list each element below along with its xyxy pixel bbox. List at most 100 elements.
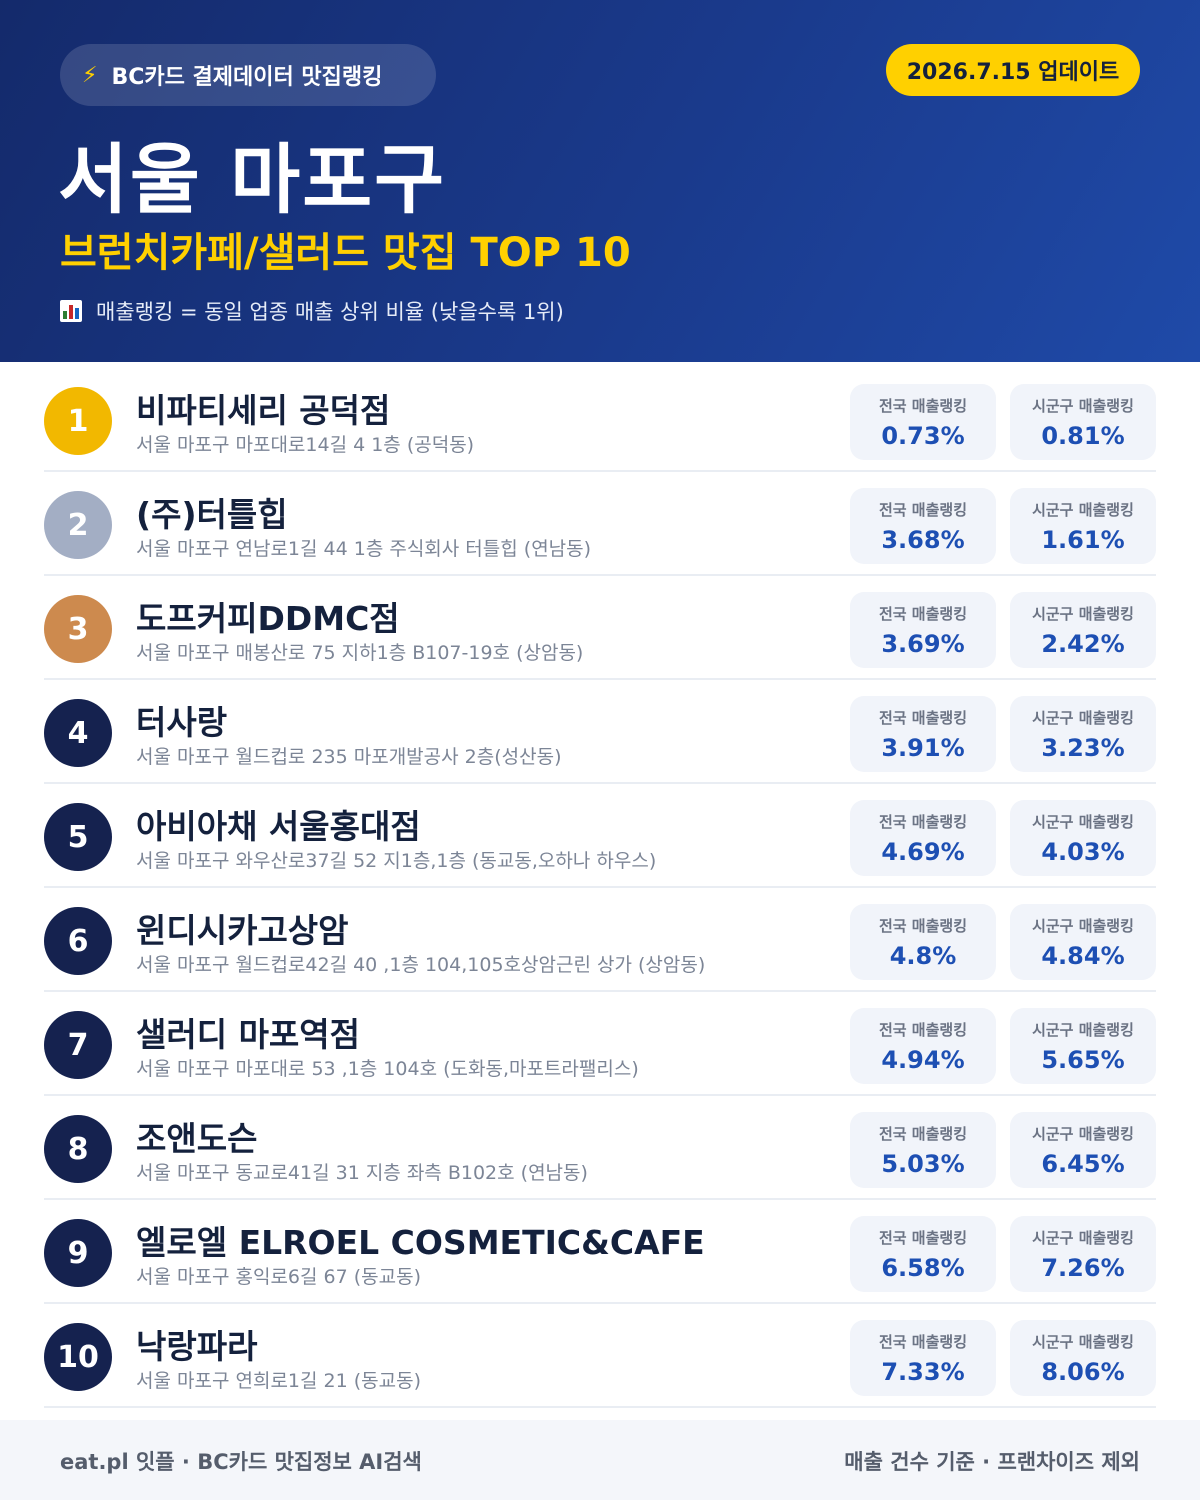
national-ranking-label: 전국 매출랭킹	[878, 500, 968, 519]
restaurant-address: 서울 마포구 연희로1길 21 (동교동)	[136, 1370, 422, 1392]
district-ranking-value: 5.65%	[1041, 1045, 1125, 1074]
national-ranking-box: 전국 매출랭킹 5.03%	[850, 1112, 996, 1188]
update-badge: 2026.7.15 업데이트	[886, 44, 1140, 96]
national-ranking-box: 전국 매출랭킹 3.68%	[850, 488, 996, 564]
rank-badge: 6	[44, 907, 112, 975]
district-ranking-label: 시군구 매출랭킹	[1032, 1332, 1134, 1351]
district-ranking-label: 시군구 매출랭킹	[1032, 396, 1134, 415]
restaurant-name: 조앤도슨	[136, 1119, 258, 1158]
national-ranking-value: 4.69%	[881, 837, 965, 866]
district-ranking-value: 0.81%	[1041, 421, 1125, 450]
restaurant-address: 서울 마포구 마포대로 53 ,1층 104호 (도화동,마포트라팰리스)	[136, 1058, 639, 1080]
national-ranking-value: 4.94%	[881, 1045, 965, 1074]
source-label: BC카드 결제데이터 맛집랭킹	[111, 65, 383, 90]
restaurant-name: 터사랑	[136, 703, 228, 742]
district-ranking-value: 1.61%	[1041, 525, 1125, 554]
district-ranking-box: 시군구 매출랭킹 0.81%	[1010, 384, 1156, 460]
national-ranking-value: 3.69%	[881, 629, 965, 658]
restaurant-address: 서울 마포구 연남로1길 44 1층 주식회사 터틀힙 (연남동)	[136, 538, 592, 560]
restaurant-address: 서울 마포구 와우산로37길 52 지1층,1층 (동교동,오하나 하우스)	[136, 850, 657, 872]
lightning-icon: ⚡	[82, 62, 98, 88]
national-ranking-value: 4.8%	[889, 941, 957, 970]
national-ranking-box: 전국 매출랭킹 3.69%	[850, 592, 996, 668]
national-ranking-value: 3.68%	[881, 525, 965, 554]
restaurant-name: 도프커피DDMC점	[136, 599, 400, 638]
restaurant-name: 아비아채 서울홍대점	[136, 807, 421, 846]
national-ranking-box: 전국 매출랭킹 3.91%	[850, 696, 996, 772]
list-item[interactable]: 1 비파티세리 공덕점 서울 마포구 마포대로14길 4 1층 (공덕동) 전국 매출…	[44, 368, 1156, 472]
national-ranking-value: 5.03%	[881, 1149, 965, 1178]
footer: eat.pl 잇플 · BC카드 맛집정보 AI검색 매출 건수 기준 · 프랜…	[0, 1420, 1200, 1500]
footer-criteria: 매출 건수 기준 · 프랜차이즈 제외	[844, 1450, 1140, 1474]
national-ranking-value: 0.73%	[881, 421, 965, 450]
district-ranking-box: 시군구 매출랭킹 4.84%	[1010, 904, 1156, 980]
rank-badge: 4	[44, 699, 112, 767]
district-ranking-box: 시군구 매출랭킹 8.06%	[1010, 1320, 1156, 1396]
national-ranking-box: 전국 매출랭킹 4.69%	[850, 800, 996, 876]
rank-badge: 9	[44, 1219, 112, 1287]
national-ranking-label: 전국 매출랭킹	[878, 1124, 968, 1143]
header-banner: ⚡ BC카드 결제데이터 맛집랭킹 2026.7.15 업데이트 서울 마포구 …	[0, 0, 1200, 362]
district-ranking-value: 4.03%	[1041, 837, 1125, 866]
restaurant-name: 엘로엘 ELROEL COSMETIC&CAFE	[136, 1223, 705, 1262]
district-ranking-box: 시군구 매출랭킹 6.45%	[1010, 1112, 1156, 1188]
district-ranking-box: 시군구 매출랭킹 5.65%	[1010, 1008, 1156, 1084]
district-ranking-value: 3.23%	[1041, 733, 1125, 762]
district-ranking-box: 시군구 매출랭킹 7.26%	[1010, 1216, 1156, 1292]
national-ranking-label: 전국 매출랭킹	[878, 812, 968, 831]
restaurant-address: 서울 마포구 홍익로6길 67 (동교동)	[136, 1266, 422, 1288]
source-badge: ⚡ BC카드 결제데이터 맛집랭킹	[60, 44, 436, 106]
rank-badge: 10	[44, 1323, 112, 1391]
page-subtitle: 브런치카페/샐러드 맛집 TOP 10	[60, 230, 631, 276]
national-ranking-box: 전국 매출랭킹 6.58%	[850, 1216, 996, 1292]
restaurant-name: 샐러디 마포역점	[136, 1015, 361, 1054]
restaurant-name: 윈디시카고상암	[136, 911, 349, 950]
district-ranking-value: 2.42%	[1041, 629, 1125, 658]
district-ranking-label: 시군구 매출랭킹	[1032, 916, 1134, 935]
national-ranking-box: 전국 매출랭킹 4.94%	[850, 1008, 996, 1084]
footer-source: eat.pl 잇플 · BC카드 맛집정보 AI검색	[60, 1450, 422, 1474]
national-ranking-label: 전국 매출랭킹	[878, 604, 968, 623]
national-ranking-box: 전국 매출랭킹 4.8%	[850, 904, 996, 980]
district-ranking-label: 시군구 매출랭킹	[1032, 500, 1134, 519]
district-ranking-value: 6.45%	[1041, 1149, 1125, 1178]
district-ranking-box: 시군구 매출랭킹 3.23%	[1010, 696, 1156, 772]
restaurant-address: 서울 마포구 월드컵로 235 마포개발공사 2층(성산동)	[136, 746, 562, 768]
national-ranking-label: 전국 매출랭킹	[878, 916, 968, 935]
district-ranking-label: 시군구 매출랭킹	[1032, 1124, 1134, 1143]
district-ranking-label: 시군구 매출랭킹	[1032, 708, 1134, 727]
district-ranking-box: 시군구 매출랭킹 1.61%	[1010, 488, 1156, 564]
list-item[interactable]: 10 낙랑파라 서울 마포구 연희로1길 21 (동교동) 전국 매출랭킹 7.33% 시…	[44, 1304, 1156, 1408]
district-ranking-label: 시군구 매출랭킹	[1032, 1020, 1134, 1039]
national-ranking-value: 7.33%	[881, 1357, 965, 1386]
page-title: 서울 마포구	[58, 135, 447, 224]
restaurant-address: 서울 마포구 동교로41길 31 지층 좌측 B102호 (연남동)	[136, 1162, 588, 1184]
rank-badge: 7	[44, 1011, 112, 1079]
district-ranking-box: 시군구 매출랭킹 4.03%	[1010, 800, 1156, 876]
district-ranking-value: 4.84%	[1041, 941, 1125, 970]
restaurant-name: (주)터틀힙	[136, 495, 288, 534]
district-ranking-box: 시군구 매출랭킹 2.42%	[1010, 592, 1156, 668]
restaurant-address: 서울 마포구 월드컵로42길 40 ,1층 104,105호상암근린 상가 (상…	[136, 954, 706, 976]
ranking-note: 매출랭킹 = 동일 업종 매출 상위 비율 (낮을수록 1위)	[60, 296, 564, 326]
ranking-list: 1 비파티세리 공덕점 서울 마포구 마포대로14길 4 1층 (공덕동) 전국 매출…	[44, 368, 1156, 1408]
district-ranking-label: 시군구 매출랭킹	[1032, 1228, 1134, 1247]
rank-badge: 1	[44, 387, 112, 455]
rank-badge: 8	[44, 1115, 112, 1183]
list-item[interactable]: 3 도프커피DDMC점 서울 마포구 매봉산로 75 지하1층 B107-19호 (…	[44, 576, 1156, 680]
national-ranking-label: 전국 매출랭킹	[878, 1228, 968, 1247]
list-item[interactable]: 9 엘로엘 ELROEL COSMETIC&CAFE 서울 마포구 홍익로6길 67…	[44, 1200, 1156, 1304]
national-ranking-value: 6.58%	[881, 1253, 965, 1282]
national-ranking-box: 전국 매출랭킹 0.73%	[850, 384, 996, 460]
national-ranking-label: 전국 매출랭킹	[878, 396, 968, 415]
rank-badge: 5	[44, 803, 112, 871]
district-ranking-label: 시군구 매출랭킹	[1032, 812, 1134, 831]
restaurant-address: 서울 마포구 마포대로14길 4 1층 (공덕동)	[136, 434, 475, 456]
rank-badge: 2	[44, 491, 112, 559]
